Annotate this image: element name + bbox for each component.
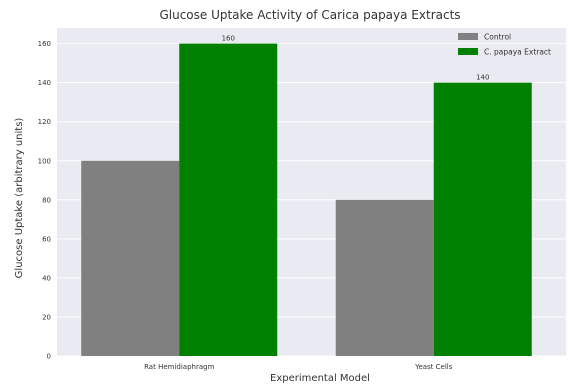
legend-swatch bbox=[458, 33, 478, 40]
bar-data-label: 160 bbox=[222, 35, 235, 43]
y-tick-label: 80 bbox=[42, 196, 51, 204]
legend-label: C. papaya Extract bbox=[484, 48, 551, 57]
legend-label: Control bbox=[484, 33, 511, 42]
y-tick-label: 160 bbox=[38, 40, 51, 48]
legend: Control C. papaya Extract bbox=[458, 33, 551, 57]
bar-data-label: 140 bbox=[476, 74, 489, 82]
x-ticks: Rat Hemidiaphragm Yeast Cells bbox=[144, 363, 453, 371]
legend-swatch bbox=[458, 48, 478, 55]
y-ticks: 0 20 40 60 80 100 120 140 160 bbox=[38, 40, 51, 360]
x-axis-label: Experimental Model bbox=[270, 373, 370, 384]
y-tick-label: 20 bbox=[42, 313, 51, 321]
x-tick-label: Yeast Cells bbox=[414, 363, 453, 371]
y-tick-label: 0 bbox=[47, 353, 51, 361]
bar bbox=[335, 199, 434, 356]
y-tick-label: 120 bbox=[38, 118, 51, 126]
y-tick-label: 40 bbox=[42, 274, 51, 282]
bar bbox=[433, 82, 532, 357]
y-tick-label: 60 bbox=[42, 235, 51, 243]
bars bbox=[81, 43, 532, 357]
bar bbox=[179, 43, 278, 356]
data-labels: 160 140 bbox=[222, 35, 490, 82]
y-tick-label: 100 bbox=[38, 157, 51, 165]
chart-title: Glucose Uptake Activity of Carica papaya… bbox=[159, 8, 460, 22]
y-axis-label: Glucose Uptake (arbitrary units) bbox=[14, 118, 25, 279]
bar bbox=[81, 160, 180, 356]
x-tick-label: Rat Hemidiaphragm bbox=[144, 363, 214, 371]
y-tick-label: 140 bbox=[38, 79, 51, 87]
